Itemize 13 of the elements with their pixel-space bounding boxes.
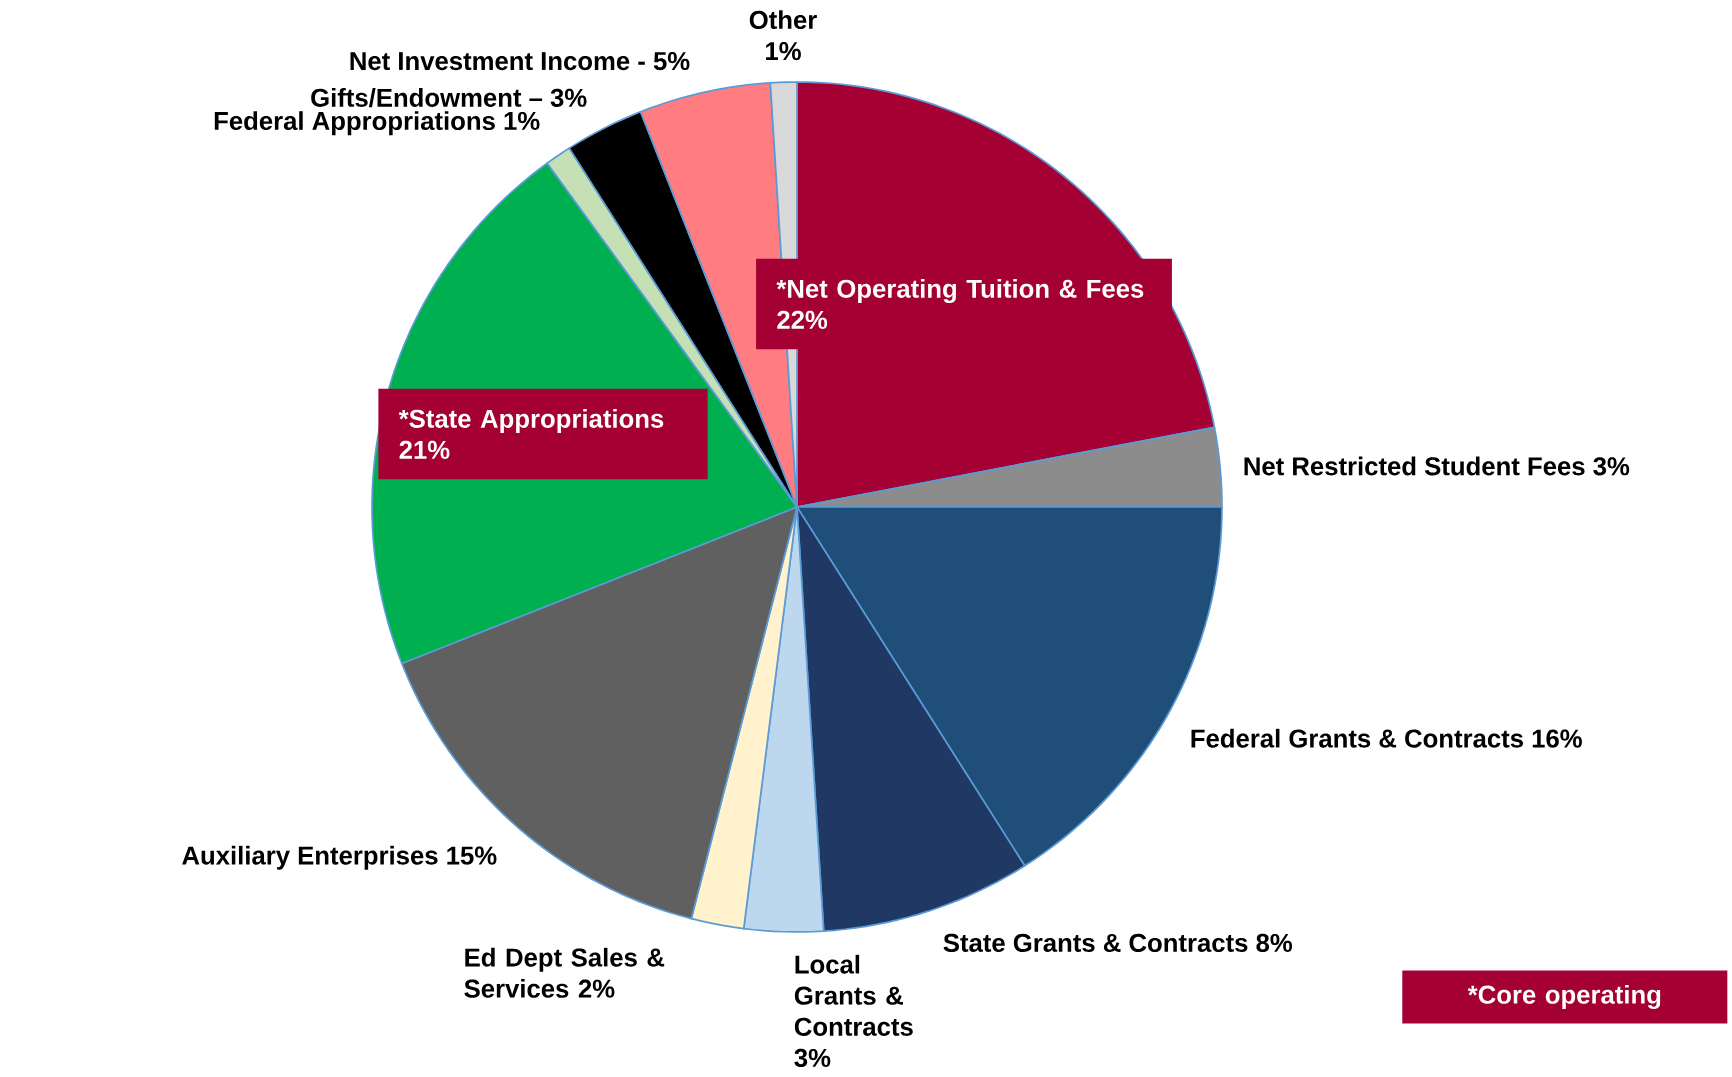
slice-label: Federal Grants & Contracts 16% bbox=[1191, 728, 1582, 748]
slice-label: Net Restricted Student Fees 3% bbox=[1244, 456, 1630, 476]
slice-label: Federal Appropriations 1% bbox=[214, 111, 540, 136]
slice-label: Other 1% bbox=[749, 10, 817, 61]
slice-label: Ed Dept Sales & Services 2% bbox=[464, 947, 665, 998]
slice-label: Gifts/Endowment – 3% bbox=[311, 87, 587, 108]
slice-label: Auxiliary Enterprises 15% bbox=[182, 845, 497, 870]
slice-label: Net Investment Income - 5% bbox=[350, 51, 690, 71]
slice-label: Local Grants & Contracts 3% bbox=[794, 954, 913, 1067]
slice-label: *State Appropriations 21% bbox=[398, 408, 664, 459]
slice-label: State Grants & Contracts 8% bbox=[943, 933, 1293, 952]
slice-label: *Net Operating Tuition & Fees 22% bbox=[776, 278, 1144, 329]
text: *Core operating bbox=[1467, 984, 1661, 1009]
